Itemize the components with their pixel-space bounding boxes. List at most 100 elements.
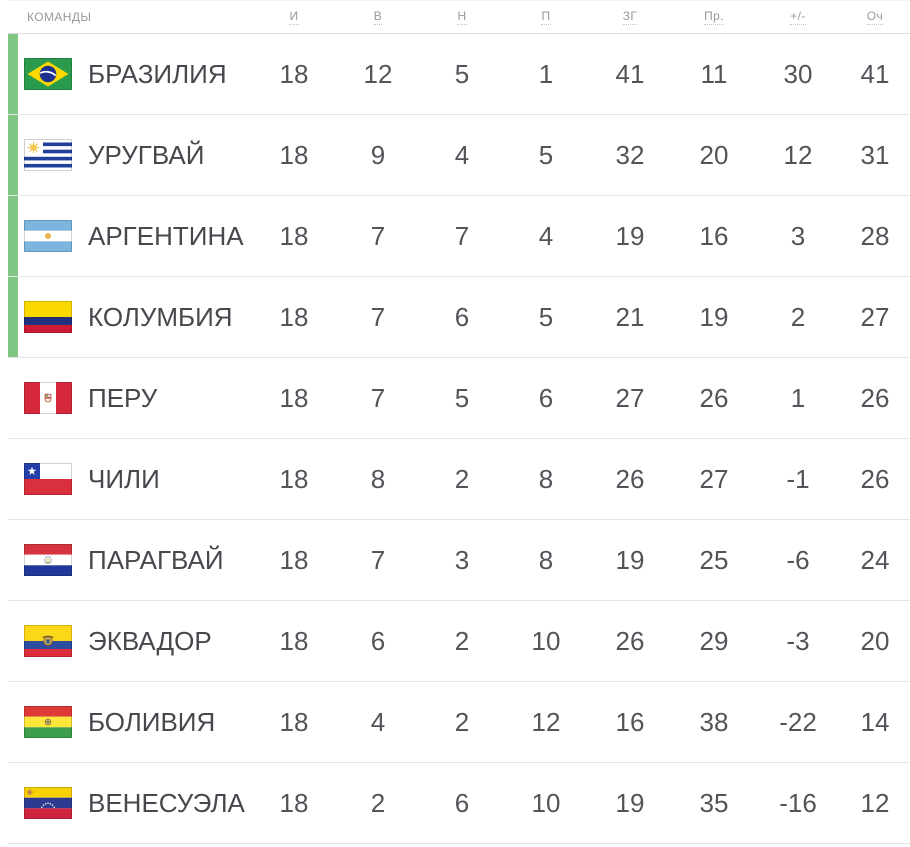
ecuador-flag-icon	[24, 625, 72, 657]
stat-goal-diff: 12	[783, 139, 813, 170]
stat-draws: 5	[454, 58, 470, 89]
table-body: БРАЗИЛИЯ 18 12 5 1 41 11 30 41 УРУГВАЙ 1…	[8, 34, 910, 844]
col-header-goals-against-cell: Пр.	[672, 9, 756, 25]
table-row[interactable]: КОЛУМБИЯ 18 7 6 5 21 19 2 27	[8, 277, 910, 358]
stat-goals-against: 38	[699, 706, 729, 737]
team-cell: ПЕРУ	[24, 382, 252, 414]
stat-goals-for: 26	[615, 463, 645, 494]
stat-goals-against: 19	[699, 301, 729, 332]
stat-goal-diff: -16	[779, 787, 817, 818]
col-header-goal-diff-cell: +/-	[756, 9, 840, 25]
stat-points: 12	[860, 787, 890, 818]
stat-points: 14	[860, 706, 890, 737]
col-header-points-cell: Оч	[840, 9, 910, 25]
stat-goal-diff: -6	[786, 544, 810, 575]
team-cell: БРАЗИЛИЯ	[24, 58, 252, 90]
team-name: ВЕНЕСУЭЛА	[88, 787, 245, 818]
stat-goal-diff: -1	[786, 463, 810, 494]
team-cell: УРУГВАЙ	[24, 139, 252, 171]
stat-wins: 2	[370, 787, 386, 818]
stat-goals-against: 11	[700, 58, 728, 89]
col-header-games[interactable]: И	[289, 9, 299, 25]
stat-wins: 7	[370, 220, 386, 251]
stat-wins: 7	[370, 301, 386, 332]
team-name: АРГЕНТИНА	[88, 220, 244, 251]
stat-losses: 10	[531, 625, 561, 656]
stat-games: 18	[279, 58, 309, 89]
stat-points: 20	[860, 625, 890, 656]
stat-games: 18	[279, 220, 309, 251]
col-header-draws[interactable]: Н	[457, 9, 467, 25]
team-cell: ЧИЛИ	[24, 463, 252, 495]
standings-table: КОМАНДЫ И В Н П ЗГ Пр. +/- Оч БРАЗИЛ	[8, 0, 910, 844]
col-header-losses-cell: П	[504, 9, 588, 25]
stat-points: 27	[860, 301, 890, 332]
stat-points: 26	[860, 382, 890, 413]
stat-wins: 7	[370, 382, 386, 413]
stat-goal-diff: -22	[779, 706, 817, 737]
table-row[interactable]: ПАРАГВАЙ 18 7 3 8 19 25 -6 24	[8, 520, 910, 601]
stat-losses: 6	[538, 382, 554, 413]
stat-goals-for: 16	[615, 706, 645, 737]
stat-draws: 3	[454, 544, 470, 575]
venezuela-flag-icon	[24, 787, 72, 819]
stat-goals-against: 29	[699, 625, 729, 656]
stat-draws: 5	[454, 382, 470, 413]
stat-points: 24	[860, 544, 890, 575]
team-cell: ПАРАГВАЙ	[24, 544, 252, 576]
stat-draws: 6	[454, 301, 470, 332]
col-header-losses[interactable]: П	[541, 9, 551, 25]
stat-games: 18	[279, 544, 309, 575]
stat-draws: 2	[454, 463, 470, 494]
stat-points: 28	[860, 220, 890, 251]
stat-games: 18	[279, 463, 309, 494]
colombia-flag-icon	[24, 301, 72, 333]
col-header-wins[interactable]: В	[373, 9, 383, 25]
col-header-points[interactable]: Оч	[866, 9, 884, 25]
stat-points: 26	[860, 463, 890, 494]
col-header-teams-cell: КОМАНДЫ	[24, 8, 252, 26]
stat-goals-for: 19	[615, 544, 645, 575]
table-row[interactable]: БОЛИВИЯ 18 4 2 12 16 38 -22 14	[8, 682, 910, 763]
peru-flag-icon	[24, 382, 72, 414]
stat-losses: 1	[538, 58, 554, 89]
stat-goal-diff: -3	[786, 625, 810, 656]
stat-games: 18	[279, 382, 309, 413]
table-row[interactable]: ЭКВАДОР 18 6 2 10 26 29 -3 20	[8, 601, 910, 682]
stat-goal-diff: 30	[783, 58, 813, 89]
table-row[interactable]: УРУГВАЙ 18 9 4 5 32 20 12 31	[8, 115, 910, 196]
brazil-flag-icon	[24, 58, 72, 90]
stat-goals-for: 41	[615, 58, 645, 89]
stat-wins: 7	[370, 544, 386, 575]
table-row[interactable]: ЧИЛИ 18 8 2 8 26 27 -1 26	[8, 439, 910, 520]
stat-goals-for: 19	[615, 787, 645, 818]
stat-points: 31	[860, 139, 890, 170]
col-header-goal-diff[interactable]: +/-	[790, 9, 806, 25]
team-cell: КОЛУМБИЯ	[24, 301, 252, 333]
stat-wins: 4	[370, 706, 386, 737]
col-header-goals-against[interactable]: Пр.	[704, 9, 724, 25]
stat-losses: 8	[538, 544, 554, 575]
stat-goals-against: 25	[699, 544, 729, 575]
stat-losses: 5	[538, 139, 554, 170]
col-header-draws-cell: Н	[420, 9, 504, 25]
stat-draws: 2	[454, 706, 470, 737]
stat-goal-diff: 3	[790, 220, 806, 251]
table-row[interactable]: БРАЗИЛИЯ 18 12 5 1 41 11 30 41	[8, 34, 910, 115]
stat-games: 18	[279, 301, 309, 332]
stat-goals-against: 27	[699, 463, 729, 494]
stat-wins: 12	[363, 58, 393, 89]
table-row[interactable]: ПЕРУ 18 7 5 6 27 26 1 26	[8, 358, 910, 439]
table-row[interactable]: АРГЕНТИНА 18 7 7 4 19 16 3 28	[8, 196, 910, 277]
stat-games: 18	[279, 139, 309, 170]
team-name: КОЛУМБИЯ	[88, 301, 233, 332]
stat-games: 18	[279, 625, 309, 656]
stat-goals-for: 21	[615, 301, 645, 332]
col-header-goals-for[interactable]: ЗГ	[622, 9, 638, 25]
stat-draws: 2	[454, 625, 470, 656]
stat-goals-for: 26	[615, 625, 645, 656]
table-row[interactable]: ВЕНЕСУЭЛА 18 2 6 10 19 35 -16 12	[8, 763, 910, 844]
stat-losses: 8	[538, 463, 554, 494]
stat-draws: 7	[454, 220, 470, 251]
bolivia-flag-icon	[24, 706, 72, 738]
